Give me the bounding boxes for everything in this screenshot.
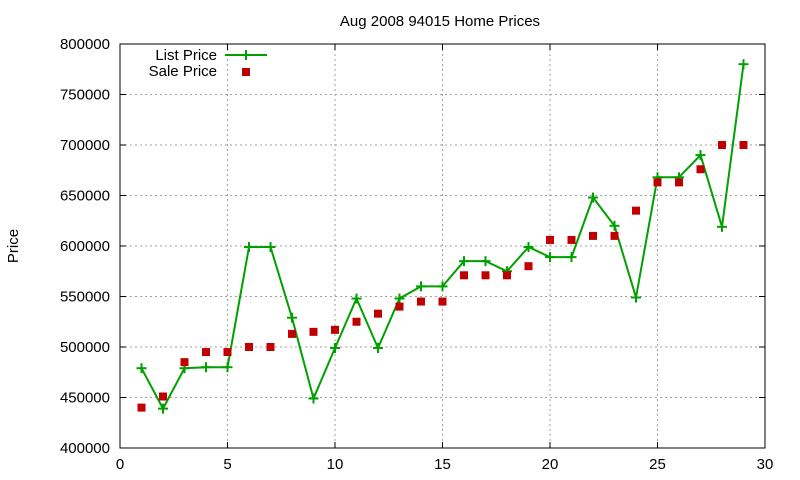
sale-price-point [331, 325, 339, 334]
sale-price-point [245, 343, 253, 351]
legend-marker-list-price [241, 50, 251, 60]
sale-price-point [524, 262, 533, 271]
sale-price-point [696, 165, 705, 174]
list-price-point [222, 362, 233, 373]
sale-price-point [159, 392, 167, 401]
x-tick-label: 0 [116, 456, 124, 473]
sale-price-point [374, 309, 382, 318]
sale-price-point [675, 178, 683, 187]
sale-price-point [417, 297, 425, 306]
list-price-point [201, 362, 211, 373]
list-price-point [738, 59, 749, 70]
list-price-point [459, 256, 469, 267]
grid [120, 44, 765, 448]
y-tick-label: 400000 [60, 440, 110, 457]
sale-price-point [202, 348, 210, 357]
sale-price-point [395, 302, 404, 311]
sale-price-point [352, 317, 361, 326]
list-price-point [308, 393, 319, 404]
x-tick-labels: 0 5 10 15 20 25 30 [116, 456, 774, 473]
y-tick-labels: 400000 450000 500000 550000 600000 650000 7000… [60, 36, 110, 457]
list-price-point [287, 312, 297, 323]
x-tick-label: 5 [223, 456, 231, 473]
x-tick-label: 15 [434, 456, 451, 473]
chart-title: Aug 2008 94015 Home Prices [340, 13, 540, 30]
sale-price-point [589, 231, 597, 240]
y-tick-label: 600000 [60, 238, 110, 255]
list-price-point [631, 292, 641, 303]
y-tick-label: 650000 [60, 188, 110, 205]
sale-price-point [180, 358, 189, 367]
axis-ticks [119, 43, 766, 449]
y-tick-label: 500000 [60, 339, 110, 356]
sale-price-point [223, 348, 232, 357]
x-tick-label: 20 [542, 456, 559, 473]
sale-price-point [460, 271, 468, 280]
list-price-point [373, 343, 383, 354]
y-tick-label: 750000 [60, 87, 110, 104]
list-price-point [244, 242, 254, 253]
list-price-point [695, 150, 706, 161]
sale-price-point [137, 403, 146, 412]
legend: List Price Sale Price [149, 47, 267, 80]
x-tick-label: 30 [757, 456, 774, 473]
y-tick-label: 450000 [60, 390, 110, 407]
list-price-point [545, 252, 555, 263]
list-price-point [480, 256, 491, 267]
sale-price-point [481, 271, 490, 280]
list-price-point [265, 242, 276, 253]
list-price-point [351, 293, 362, 304]
list-price-point [416, 281, 426, 292]
sale-price-point [567, 235, 576, 244]
list-price-point [437, 281, 448, 292]
sale-price-point [288, 329, 296, 338]
sale-price-point [718, 141, 726, 149]
list-price-point [717, 221, 727, 232]
sale-price-point [546, 235, 554, 244]
list-price-point [566, 252, 577, 263]
list-price-point [523, 242, 534, 253]
legend-marker-sale-price [242, 68, 250, 76]
sale-price-point [610, 231, 619, 240]
list-price-point [330, 343, 340, 354]
list-price-point [158, 403, 168, 414]
y-tick-label: 550000 [60, 289, 110, 306]
sale-price-point [632, 206, 640, 215]
x-tick-label: 10 [327, 456, 344, 473]
list-price-point [136, 363, 147, 374]
y-axis-label: Price [5, 229, 22, 263]
series [136, 59, 749, 414]
sale-price-point [653, 178, 662, 187]
y-tick-label: 800000 [60, 36, 110, 53]
sale-price-point [739, 141, 748, 149]
sale-price-point [309, 327, 318, 336]
x-tick-label: 25 [649, 456, 666, 473]
list-price-point [394, 293, 405, 304]
legend-label-sale-price: Sale Price [149, 63, 217, 80]
sale-price-point [266, 343, 275, 351]
list-price-point [609, 220, 620, 231]
sale-price-point [438, 297, 447, 306]
legend-label-list-price: List Price [155, 47, 217, 64]
list-price-point [588, 192, 598, 203]
y-tick-label: 700000 [60, 137, 110, 154]
sale-price-point [503, 271, 511, 280]
